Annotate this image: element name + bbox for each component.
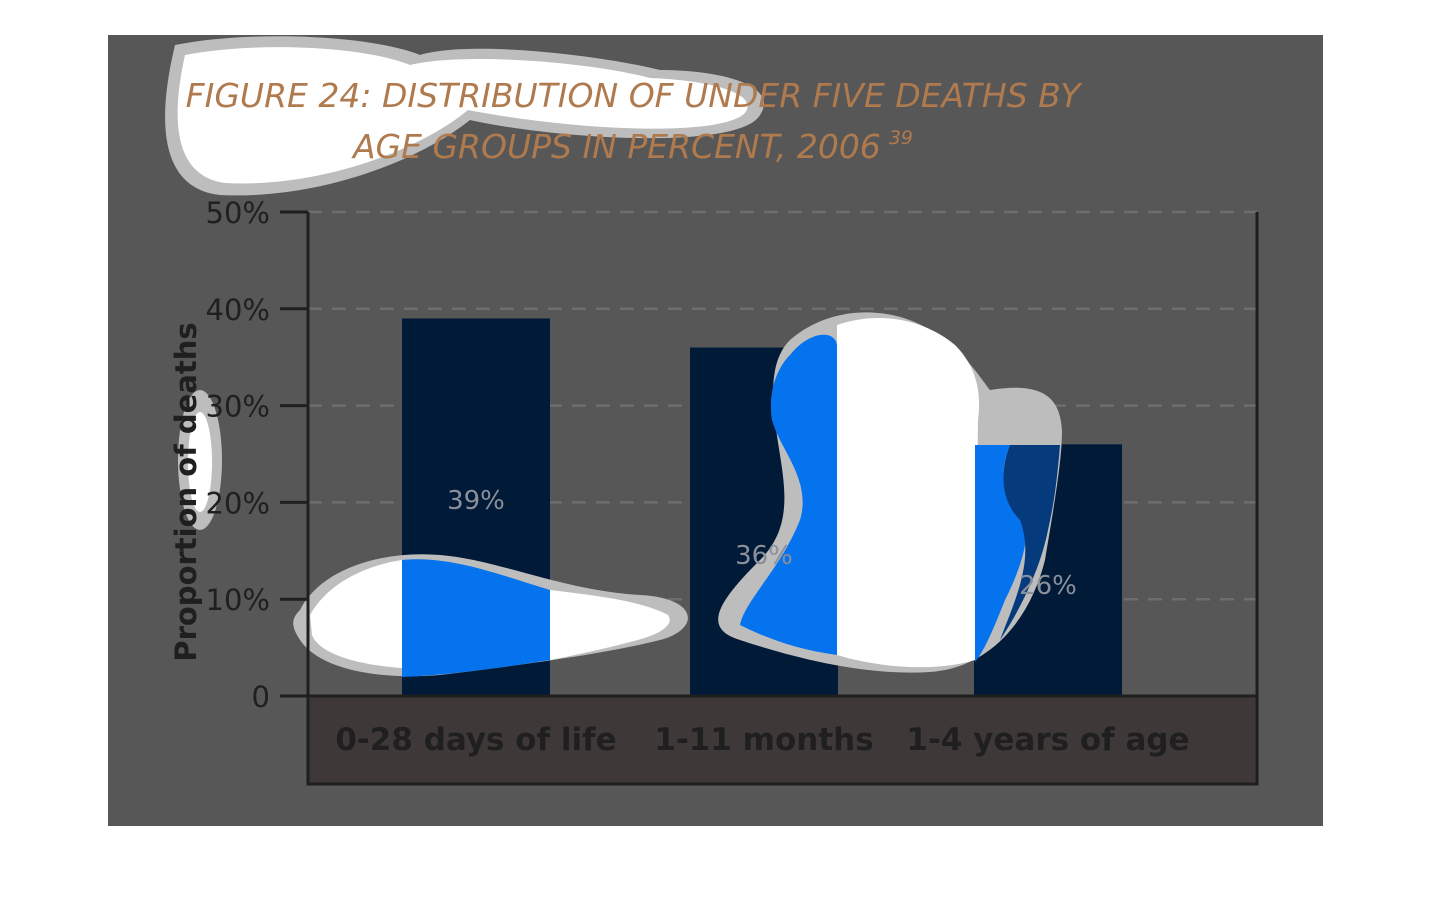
data-label: 36% [735, 541, 793, 571]
y-tick-label: 50% [206, 196, 270, 230]
chart-title-line-1: FIGURE 24: DISTRIBUTION OF UNDER FIVE DE… [186, 76, 1084, 115]
data-label: 26% [1019, 571, 1077, 601]
chart-title: FIGURE 24: DISTRIBUTION OF UNDER FIVE DE… [186, 76, 1084, 166]
title-glare [165, 36, 764, 196]
y-tick-label: 30% [206, 390, 270, 424]
y-tick-labels: 0 10% 20% 30% 40% 50% [206, 196, 270, 714]
axes [280, 210, 1259, 784]
y-tick-label: 20% [206, 486, 270, 520]
x-tick-label: 1-4 years of age [906, 722, 1189, 758]
y-tick-label: 40% [206, 293, 270, 327]
y-tick-label: 10% [206, 583, 270, 617]
data-label: 39% [447, 486, 505, 516]
value-labels: 39% 36% 26% [447, 486, 1077, 601]
x-tick-labels: 0-28 days of life 1-11 months 1-4 years of… [335, 722, 1189, 758]
y-tick-label: 0 [252, 680, 270, 714]
chart-title-line-2: AGE GROUPS IN PERCENT, 2006 [351, 127, 881, 166]
bar-glare [178, 312, 1062, 677]
chart-title-line-2-group: AGE GROUPS IN PERCENT, 2006 39 [351, 127, 913, 166]
x-tick-label: 0-28 days of life [335, 722, 616, 758]
chart-title-superscript: 39 [889, 127, 913, 149]
y-axis-label: Proportion of deaths [169, 322, 203, 661]
x-tick-label: 1-11 months [654, 722, 873, 758]
